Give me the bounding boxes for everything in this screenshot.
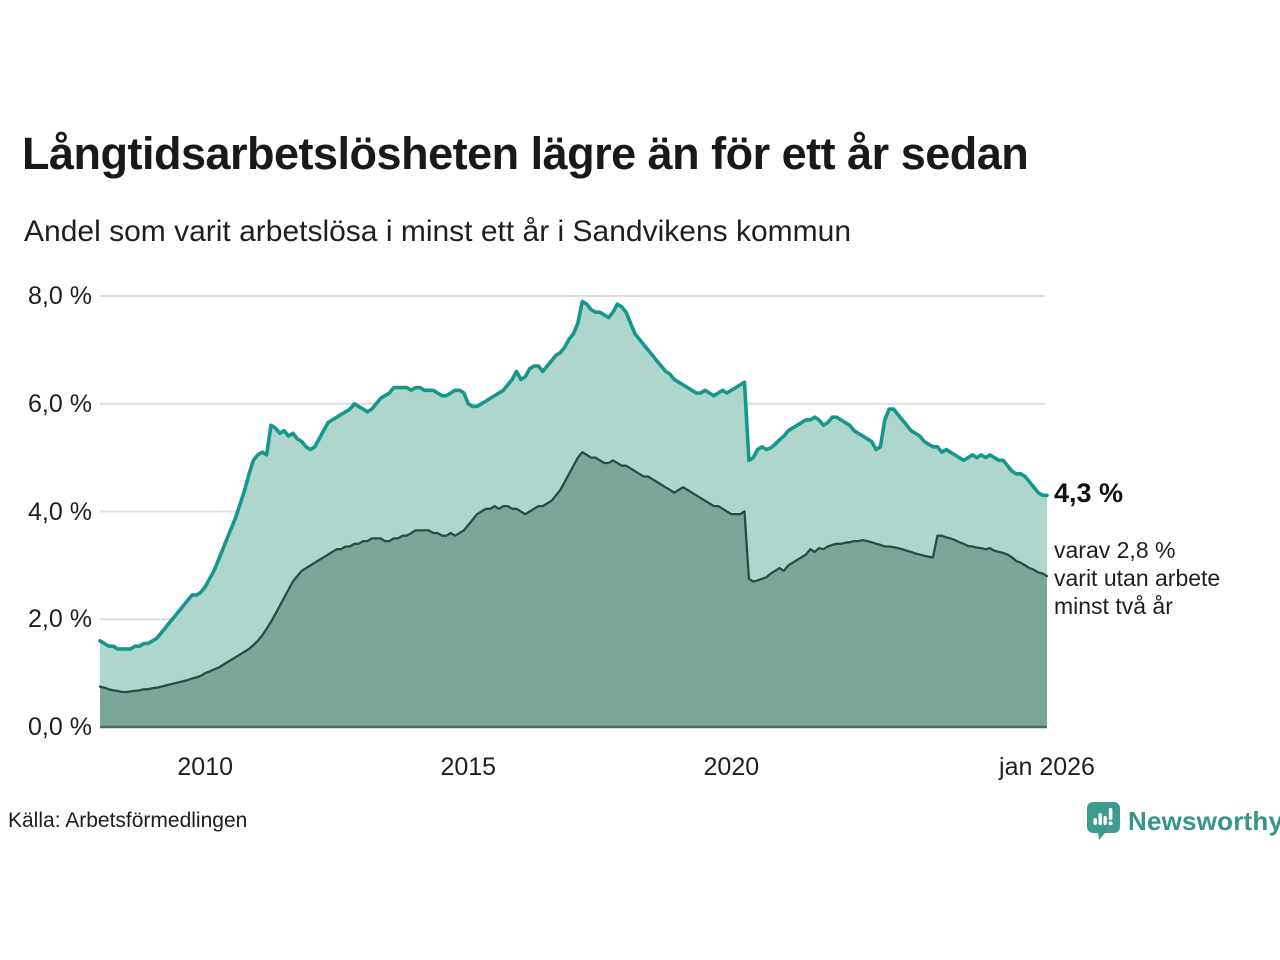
end-note-annotation: varav 2,8 % varit utan arbete minst två … [1054,536,1274,620]
y-axis-tick-label: 0,0 % [28,713,92,741]
x-axis-tick-label: 2015 [440,753,497,781]
brand-name: Newsworthy [1128,805,1280,836]
y-axis-tick-label: 2,0 % [28,605,92,634]
line-minst-ett-ar [98,299,1049,651]
line-minst-tva-ar [98,451,1049,694]
chart-subtitle: Andel som varit arbetslösa i minst ett å… [24,215,852,248]
end-note-line: varav 2,8 % [1054,537,1176,564]
x-axis-tick-label: 2010 [177,753,234,781]
chart-title: Långtidsarbetslösheten lägre än för ett … [22,128,1029,179]
end-value-label: 4,3 % [1054,478,1124,509]
y-axis-tick-label: 4,0 % [28,497,92,526]
area-minst-tva-ar [100,452,1047,727]
end-note-line: varit utan arbete [1054,565,1221,592]
end-note-line: minst två år [1054,593,1173,620]
x-axis-tick-label: 2020 [703,753,760,781]
x-axis-tick-label: jan 2026 [999,753,1095,781]
source-caption: Källa: Arbetsförmedlingen [8,809,248,832]
newsworthy-logo-icon [1087,802,1120,840]
brand-logo: Newsworthy [1087,801,1280,841]
y-axis-tick-label: 8,0 % [28,282,92,310]
y-axis-tick-label: 6,0 % [28,389,92,418]
